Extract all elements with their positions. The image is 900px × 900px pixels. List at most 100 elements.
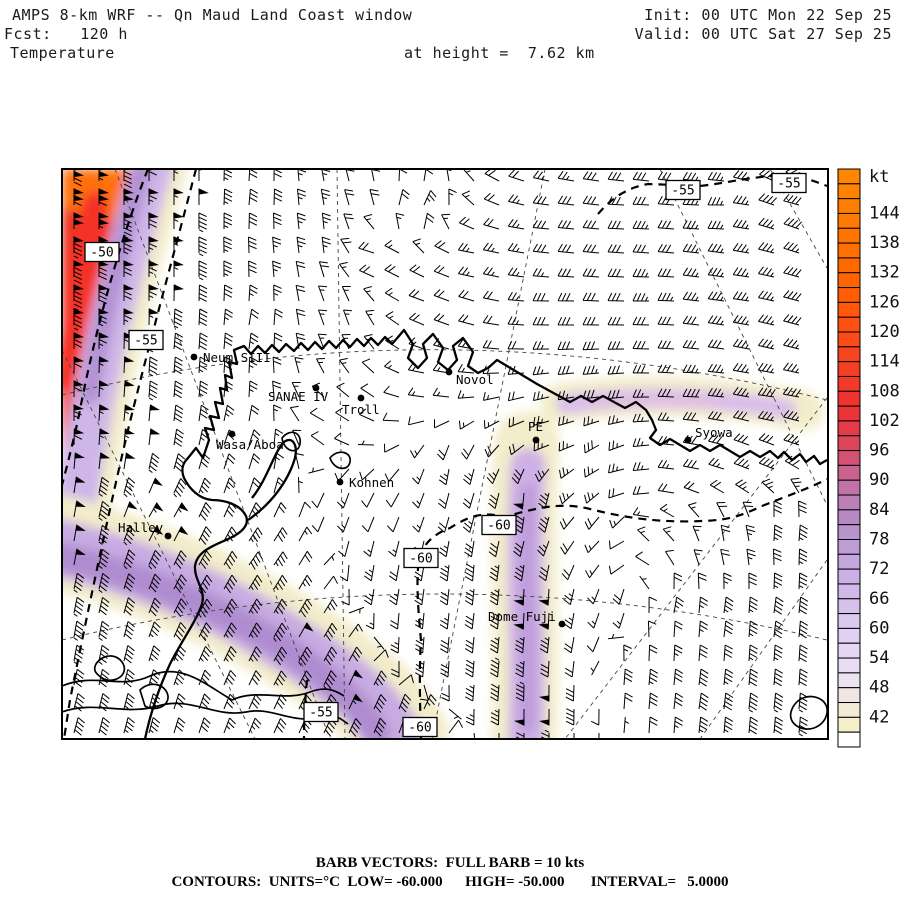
stations: Neum SIII SANAE IV Novol Troll PE Syowa Kohnen… <box>118 350 733 628</box>
wind-barb <box>532 195 550 206</box>
wind-barb <box>223 236 232 254</box>
wind-barb <box>414 612 425 630</box>
wind-barb <box>539 636 550 654</box>
wind-barb <box>98 717 110 736</box>
wind-barb <box>461 444 475 460</box>
wind-barb <box>482 365 500 374</box>
colorbar-cell <box>837 390 861 407</box>
wind-barb <box>390 636 400 654</box>
colorbar-cell <box>837 168 861 185</box>
wind-barb <box>462 169 475 182</box>
wind-barb-pennant <box>152 477 163 487</box>
wind-barb <box>248 332 259 350</box>
wind-barb <box>682 364 700 374</box>
wind-barb <box>723 716 734 734</box>
station-label: Wasa/Aboa <box>216 437 284 452</box>
wind-barb <box>607 389 625 400</box>
wind-barb-pennant <box>98 356 110 363</box>
wind-barb <box>723 620 734 638</box>
wind-barb <box>148 356 158 377</box>
colorbar-tick-label: 138 <box>869 233 900 253</box>
wind-barb <box>123 717 135 734</box>
wind-barb <box>248 404 260 422</box>
wind-barb <box>298 598 313 618</box>
wind-barb <box>365 309 375 326</box>
wind-barb <box>173 669 186 686</box>
wind-barb <box>98 261 107 280</box>
wind-barb <box>489 612 500 630</box>
wind-barb <box>371 169 381 182</box>
wind-barb <box>298 670 312 690</box>
wind-barb <box>533 170 550 182</box>
wind-barb <box>408 337 425 350</box>
wind-barb <box>563 588 575 605</box>
wind-barb <box>384 443 400 453</box>
wind-barb <box>486 468 500 485</box>
wind-barb <box>538 492 550 509</box>
wind-barb <box>483 420 500 430</box>
wind-barb <box>632 389 650 398</box>
wind-barb <box>341 588 350 606</box>
contour-legend: CONTOURS: UNITS=°C LOW= -60.000 HIGH= -5… <box>171 874 729 890</box>
wind-barb <box>773 644 783 662</box>
wind-barb-pennant <box>127 501 138 510</box>
wind-barb-pennant <box>73 260 84 267</box>
colorbar-cell <box>837 479 861 496</box>
wind-barb-pennant <box>73 404 84 411</box>
wind-barb <box>273 694 287 710</box>
colorbar-tick-label: 48 <box>869 678 889 698</box>
wind-barb <box>507 340 525 350</box>
wind-barb <box>198 380 209 398</box>
wind-barb <box>489 564 500 582</box>
wind-barb-pennant <box>98 188 109 202</box>
wind-barb-pennant <box>73 212 84 226</box>
wind-barb <box>745 524 756 542</box>
colorbar-cell <box>837 287 861 303</box>
wind-barb <box>557 219 575 230</box>
contour-label: -55 <box>777 177 800 192</box>
wind-barb <box>357 440 375 446</box>
wind-barb <box>223 380 233 398</box>
wind-barb <box>682 458 700 470</box>
wind-barb-pennant <box>566 744 574 749</box>
wind-barb <box>773 548 782 566</box>
station-dot <box>190 353 198 361</box>
wind-barb <box>323 575 339 590</box>
contour-labels: -50 -55 -55 -55 -60 -60 -60 -55 <box>84 172 807 738</box>
wind-barb <box>338 540 350 557</box>
wind-barb <box>746 548 756 566</box>
wind-barb <box>632 316 650 326</box>
wind-barb <box>707 291 725 302</box>
wind-barb <box>297 188 307 206</box>
colorbar-tick-label: 78 <box>869 530 889 550</box>
contour-label: -60 <box>409 552 432 567</box>
wind-barb <box>408 289 425 302</box>
wind-barb <box>317 333 327 350</box>
wind-barb <box>612 612 625 629</box>
wind-barb <box>733 457 750 470</box>
wind-barb-pennant <box>513 599 524 606</box>
wind-barb <box>423 190 437 206</box>
wind-barb-pennant <box>538 623 549 630</box>
wind-barb <box>148 693 161 710</box>
contour-label-box <box>403 547 439 569</box>
wind-barb <box>783 290 802 302</box>
wind-barb <box>388 540 400 557</box>
graticule <box>62 169 828 739</box>
wind-barb <box>98 476 110 497</box>
wind-barb <box>318 261 330 278</box>
wind-barb <box>98 285 107 304</box>
wind-barb-pennant <box>148 212 159 219</box>
wind-barb <box>723 596 734 614</box>
wind-barb <box>223 453 236 470</box>
wind-barb-pennant <box>123 188 134 202</box>
wind-barb <box>657 220 675 230</box>
wind-barb-pennant <box>538 599 549 606</box>
wind-barb <box>507 316 525 326</box>
wind-barb <box>723 572 732 590</box>
wind-barb <box>365 612 375 630</box>
station-dot <box>164 532 172 540</box>
wind-barb <box>632 507 650 518</box>
colorbar-cell <box>837 242 861 259</box>
wind-barb <box>148 597 161 617</box>
